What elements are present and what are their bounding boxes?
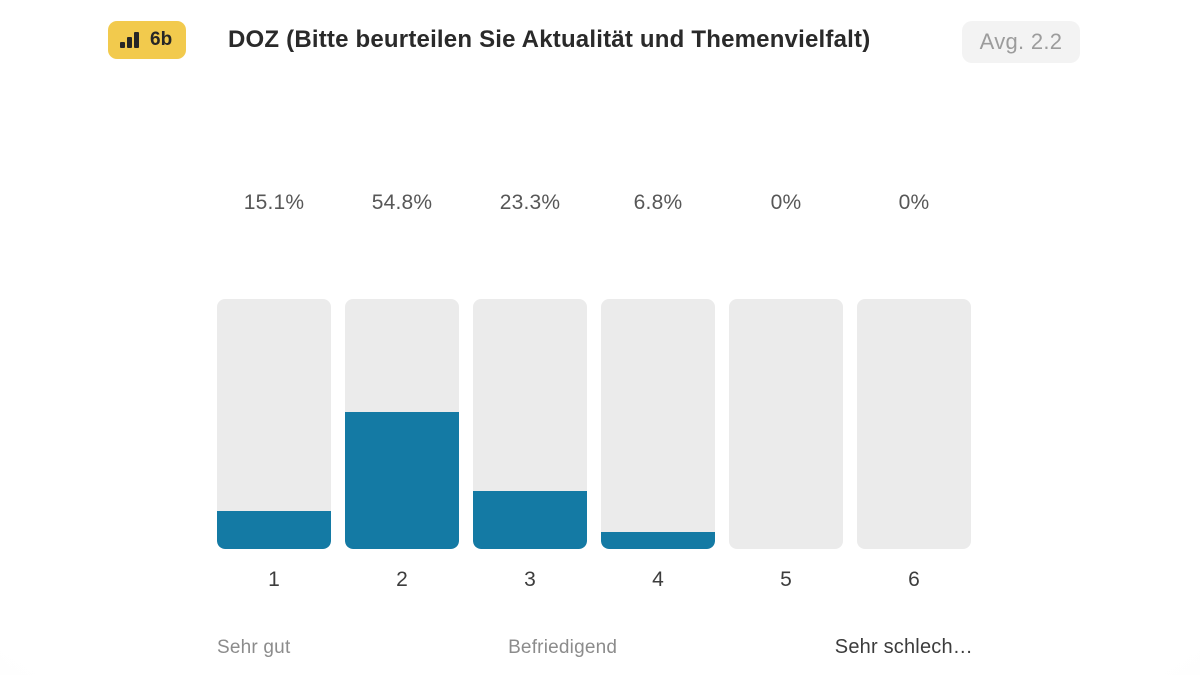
bar-track[interactable] <box>601 299 715 549</box>
bar-track[interactable] <box>345 299 459 549</box>
question-title: DOZ (Bitte beurteilen Sie Aktualität und… <box>228 26 871 53</box>
bar-fill <box>473 490 587 549</box>
bar-track[interactable] <box>473 299 587 549</box>
scale-label-best: Sehr gut <box>217 636 291 658</box>
bar-value-label: 54.8% <box>371 191 433 214</box>
scale-labels: Sehr gut Befriedigend Sehr schlech… <box>217 636 973 659</box>
bar-fill <box>217 511 331 549</box>
bar-value-label: 6.8% <box>633 191 683 214</box>
bar-chart-icon <box>120 30 141 50</box>
bar-track[interactable] <box>857 299 971 549</box>
bar-column-5: 0% 5 <box>729 178 843 594</box>
card-header: 6b DOZ (Bitte beurteilen Sie Aktualität … <box>0 0 1200 90</box>
bar-column-1: 15.1% 1 <box>217 178 331 594</box>
bar-track[interactable] <box>729 299 843 549</box>
bar-column-4: 6.8% 4 <box>601 178 715 594</box>
scale-label-middle: Befriedigend <box>508 636 618 658</box>
bar-column-2: 54.8% 2 <box>345 178 459 594</box>
bar-category-label: 6 <box>908 568 920 591</box>
bar-fill <box>601 532 715 549</box>
bar-value-label: 0% <box>898 191 930 214</box>
bar-value-label: 15.1% <box>243 191 305 214</box>
bar-category-label: 1 <box>268 568 280 591</box>
bar-column-3: 23.3% 3 <box>473 178 587 594</box>
bar-category-label: 2 <box>396 568 408 591</box>
question-number-label: 6b <box>150 29 173 50</box>
bar-value-label: 0% <box>770 191 802 214</box>
bar-value-label: 23.3% <box>499 191 561 214</box>
bar-category-label: 4 <box>652 568 664 591</box>
bar-fill <box>345 412 459 549</box>
bar-category-label: 5 <box>780 568 792 591</box>
bar-category-label: 3 <box>524 568 536 591</box>
question-number-badge[interactable]: 6b <box>108 21 187 59</box>
bar-chart: 15.1% 1 54.8% 2 23.3% 3 6.8% 4 <box>217 178 971 594</box>
bar-track[interactable] <box>217 299 331 549</box>
scale-label-worst: Sehr schlech… <box>834 636 973 658</box>
average-badge: Avg. 2.2 <box>962 21 1080 63</box>
bar-column-6: 0% 6 <box>857 178 971 594</box>
